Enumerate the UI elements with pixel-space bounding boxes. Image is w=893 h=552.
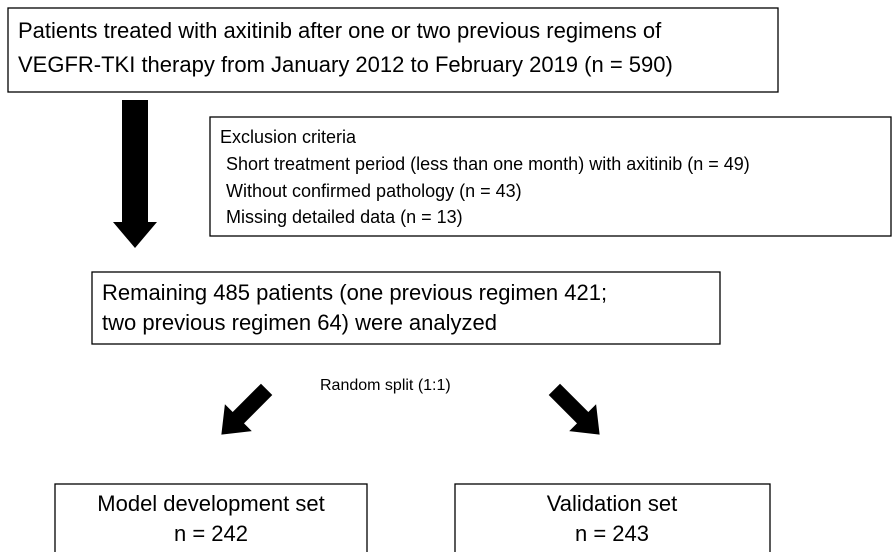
- group-n: n = 242: [174, 521, 248, 546]
- down-arrow: [113, 100, 157, 248]
- group-name: Model development set: [97, 491, 324, 516]
- remaining-box: [91, 271, 721, 345]
- group-box: [454, 483, 771, 552]
- source-box: [7, 7, 779, 93]
- exclusion-item: Without confirmed pathology (n = 43): [226, 181, 522, 201]
- exclusion-item: Short treatment period (less than one mo…: [226, 154, 750, 174]
- exclusion-box: [209, 116, 892, 237]
- remaining-line: Remaining 485 patients (one previous reg…: [102, 280, 607, 305]
- left-arrow: [221, 383, 273, 435]
- exclusion-title: Exclusion criteria: [220, 127, 357, 147]
- group-box: [54, 483, 368, 552]
- group-n: n = 243: [575, 521, 649, 546]
- remaining-line: two previous regimen 64) were analyzed: [102, 310, 497, 335]
- exclusion-item: Missing detailed data (n = 13): [226, 207, 463, 227]
- source-line: VEGFR-TKI therapy from January 2012 to F…: [18, 52, 673, 77]
- group-name: Validation set: [547, 491, 677, 516]
- source-line: Patients treated with axitinib after one…: [18, 18, 662, 43]
- right-arrow: [548, 383, 600, 435]
- split-label: Random split (1:1): [320, 377, 451, 394]
